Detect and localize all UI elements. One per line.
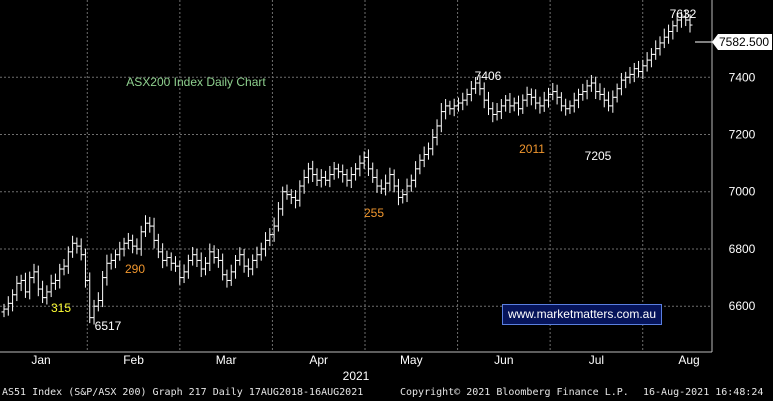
- ohlc-bars: [1, 9, 693, 325]
- annotation-7406: 7406: [475, 69, 502, 83]
- annotation-255: 255: [364, 206, 384, 220]
- annotations: 7632 7406 2011 7205 255 290 315 6517: [51, 7, 697, 333]
- annotation-7632: 7632: [670, 7, 697, 21]
- x-tick-jun: Jun: [494, 353, 513, 367]
- grid-lines: [0, 0, 712, 352]
- chart-title: ASX200 Index Daily Chart: [126, 75, 266, 89]
- annotation-6517: 6517: [95, 319, 122, 333]
- x-tick-jan: Jan: [31, 353, 50, 367]
- x-tick-apr: Apr: [309, 353, 328, 367]
- ohlc-bar: [687, 14, 693, 33]
- last-price-marker: 7582.500: [695, 34, 772, 50]
- y-tick-7400: 7400: [729, 70, 756, 84]
- annotation-2011: 2011: [519, 142, 545, 156]
- footer-timestamp: 16-Aug-2021 16:48:24: [643, 387, 764, 398]
- footer-bar: AS51 Index (S&P/ASX 200) Graph 217 Daily…: [0, 385, 773, 401]
- x-tick-mar: Mar: [216, 353, 237, 367]
- annotation-290: 290: [125, 262, 145, 276]
- x-tick-jul: Jul: [589, 353, 604, 367]
- footer-copyright: Copyright© 2021 Bloomberg Finance L.P.: [400, 387, 629, 398]
- y-tick-7200: 7200: [729, 128, 756, 142]
- x-tick-aug: Aug: [678, 353, 699, 367]
- y-tick-6600: 6600: [729, 299, 756, 313]
- last-price-label: 7582.500: [719, 35, 769, 49]
- last-price-box: [712, 34, 772, 50]
- annotation-7205: 7205: [585, 149, 612, 163]
- x-tick-may: May: [400, 353, 423, 367]
- watermark-link[interactable]: www.marketmatters.com.au: [502, 304, 662, 325]
- year-label: 2021: [343, 369, 370, 383]
- y-tick-6800: 6800: [729, 242, 756, 256]
- x-axis-labels: Jan Feb Mar Apr May Jun Jul Aug: [31, 353, 699, 367]
- y-axis-labels: 6600 6800 7000 7200 7400: [729, 70, 756, 313]
- annotation-315: 315: [51, 301, 71, 315]
- x-tick-feb: Feb: [123, 353, 144, 367]
- footer-left: AS51 Index (S&P/ASX 200) Graph 217 Daily…: [2, 387, 364, 398]
- y-tick-7000: 7000: [729, 185, 756, 199]
